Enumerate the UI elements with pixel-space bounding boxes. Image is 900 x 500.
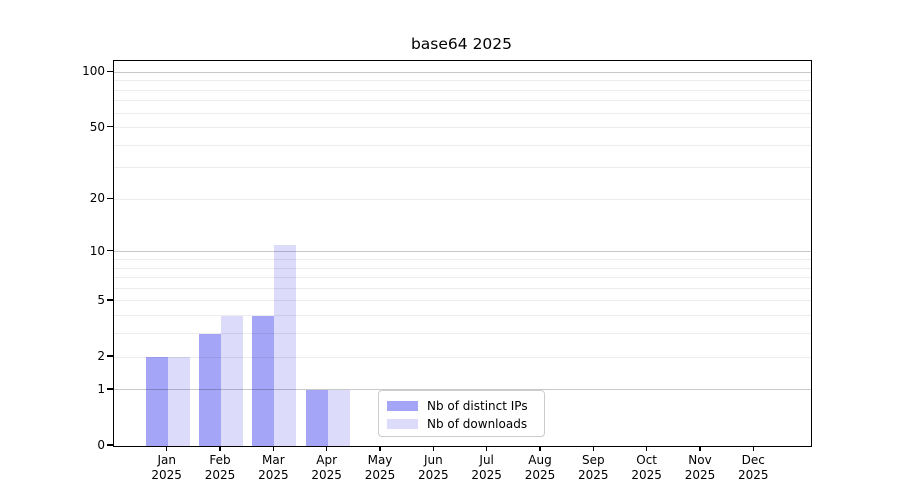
x-tick-label-feb: Feb 2025: [204, 453, 236, 482]
legend: Nb of distinct IPs Nb of downloads: [378, 390, 545, 437]
x-tick-mark: [432, 446, 435, 451]
x-tick-mark: [325, 446, 328, 451]
x-tick-mark: [379, 446, 381, 451]
x-tick-label-jul: Jul 2025: [471, 453, 502, 482]
bar-distinct-ips-apr: [305, 389, 328, 446]
x-tick-mark: [752, 446, 754, 451]
y-tick-label: 50: [89, 119, 105, 134]
y-tick-mark: [107, 125, 114, 128]
bar-downloads-mar: [274, 244, 297, 446]
bar-distinct-ips-mar: [252, 315, 275, 446]
x-tick-mark: [645, 446, 648, 451]
legend-label-downloads: Nb of downloads: [427, 417, 528, 431]
y-tick-label: 100: [82, 64, 105, 79]
major-gridline: [114, 251, 811, 253]
minor-gridline: [114, 100, 811, 102]
minor-gridline: [114, 127, 811, 129]
x-tick-mark: [219, 446, 221, 451]
legend-swatch-downloads-icon: [387, 419, 418, 429]
x-tick-label-nov: Nov 2025: [684, 453, 716, 482]
bar-downloads-jan: [167, 357, 190, 446]
x-tick-mark: [539, 446, 541, 451]
x-tick-label-apr: Apr 2025: [311, 453, 342, 482]
minor-gridline: [114, 267, 811, 269]
legend-label-distinct-ips: Nb of distinct IPs: [427, 399, 528, 413]
y-tick-label: 20: [89, 191, 105, 206]
minor-gridline: [114, 167, 811, 169]
x-tick-mark: [485, 446, 488, 451]
major-gridline: [114, 389, 811, 391]
legend-item-downloads: Nb of downloads: [387, 415, 536, 433]
minor-gridline: [114, 80, 811, 82]
y-tick-mark: [107, 444, 114, 446]
y-tick-label: 0: [97, 438, 105, 452]
bar-downloads-feb: [221, 315, 243, 446]
bar-distinct-ips-jan: [145, 357, 168, 446]
bar-downloads-apr: [327, 389, 350, 446]
x-tick-label-sep: Sep 2025: [578, 453, 609, 482]
minor-gridline: [114, 315, 811, 317]
y-tick-label: 5: [97, 292, 105, 307]
minor-gridline: [114, 89, 811, 91]
x-tick-label-dec: Dec 2025: [738, 453, 769, 482]
minor-gridline: [114, 356, 811, 358]
y-tick-mark: [107, 355, 114, 357]
y-tick-mark: [107, 250, 114, 252]
y-tick-label: 1: [97, 381, 105, 396]
minor-gridline: [114, 333, 811, 335]
x-tick-mark: [592, 446, 595, 451]
x-tick-mark: [166, 446, 168, 451]
x-tick-label-jan: Jan 2025: [151, 453, 182, 482]
minor-gridline: [114, 144, 811, 146]
y-tick-label: 10: [89, 243, 105, 258]
x-tick-label-mar: Mar 2025: [258, 453, 289, 482]
legend-swatch-distinct-ips-icon: [387, 401, 418, 411]
minor-gridline: [114, 198, 811, 200]
y-tick-mark: [107, 388, 114, 390]
y-tick-mark: [107, 299, 114, 301]
x-tick-label-jun: Jun 2025: [418, 453, 449, 482]
plot-area: [113, 60, 812, 447]
legend-item-distinct-ips: Nb of distinct IPs: [387, 397, 536, 415]
bar-distinct-ips-feb: [199, 333, 222, 446]
minor-gridline: [114, 300, 811, 302]
x-tick-mark: [272, 446, 275, 451]
major-gridline: [114, 71, 811, 73]
y-tick-mark: [107, 197, 114, 200]
y-tick-label: 2: [97, 349, 105, 364]
x-tick-label-may: May 2025: [364, 453, 396, 482]
minor-gridline: [114, 112, 811, 114]
minor-gridline: [114, 277, 811, 279]
x-tick-label-oct: Oct 2025: [631, 453, 662, 482]
minor-gridline: [114, 259, 811, 260]
minor-gridline: [114, 287, 811, 289]
chart-title: base64 2025: [410, 35, 513, 53]
x-tick-label-aug: Aug 2025: [524, 453, 556, 482]
y-tick-mark: [107, 70, 114, 72]
x-tick-mark: [699, 446, 701, 451]
